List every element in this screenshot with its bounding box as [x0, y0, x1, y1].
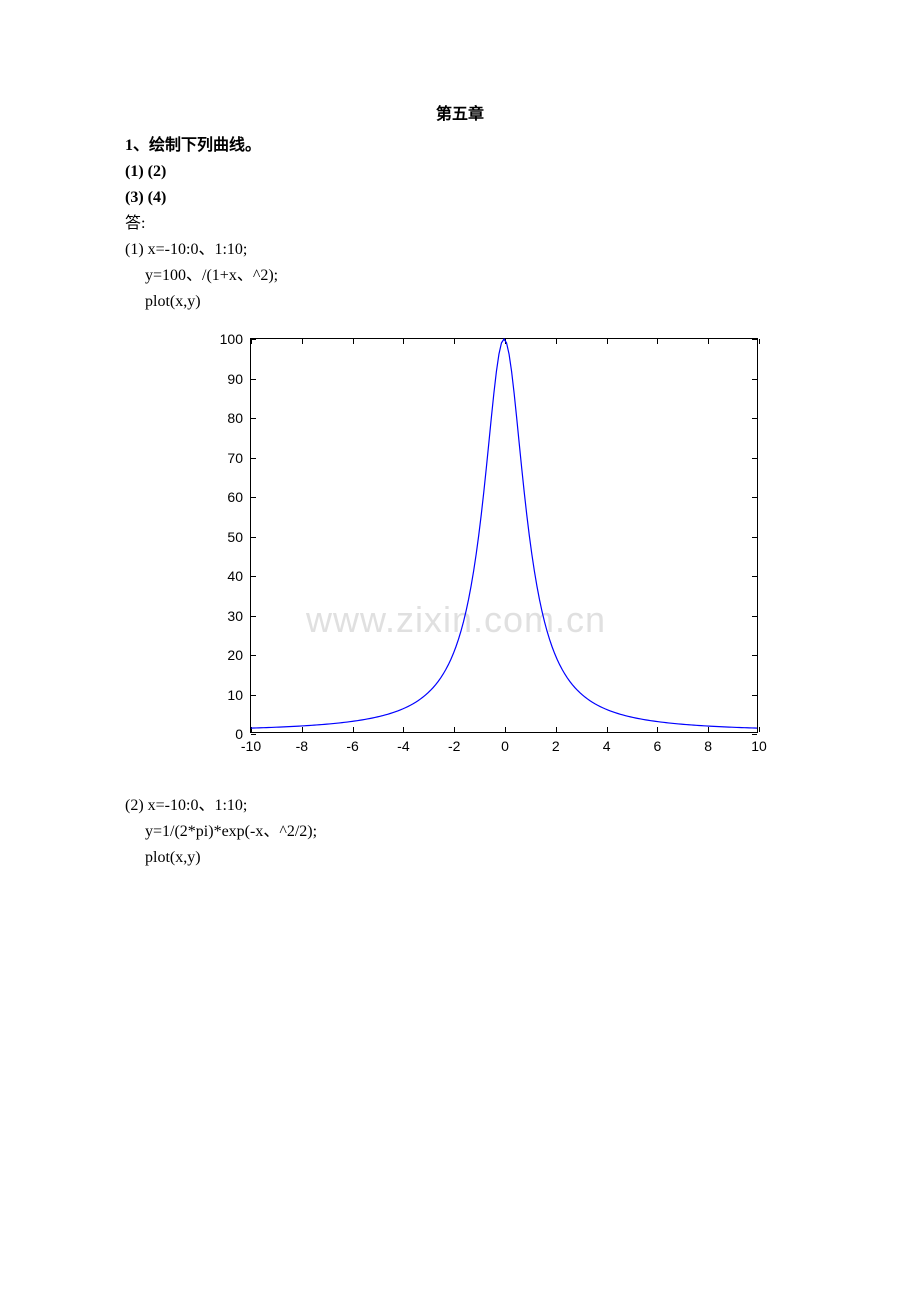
plot-area: 0102030405060708090100-10-8-6-4-20246810…	[250, 338, 758, 733]
code-1-line-1: (1) x=-10:0、1:10;	[125, 238, 795, 262]
answer-label: 答:	[125, 212, 795, 236]
xtick-label: 8	[704, 738, 712, 754]
xtick-label: 4	[603, 738, 611, 754]
ytick-label: 10	[227, 687, 243, 703]
xtick-label: 0	[501, 738, 509, 754]
ytick-label: 60	[227, 489, 243, 505]
xtick-label: -2	[448, 738, 460, 754]
code-1-line-2: y=100、/(1+x、^2);	[125, 264, 795, 288]
ytick-label: 20	[227, 647, 243, 663]
code-1-line-3: plot(x,y)	[125, 290, 795, 314]
xtick-label: 6	[653, 738, 661, 754]
question-1-title: 1、绘制下列曲线。	[125, 134, 795, 158]
ytick-label: 100	[220, 331, 243, 347]
chapter-title: 第五章	[125, 100, 795, 124]
xtick-label: 2	[552, 738, 560, 754]
xtick-label: 10	[751, 738, 767, 754]
xtick-label: -10	[241, 738, 261, 754]
code-2-line-2: y=1/(2*pi)*exp(-x、^2/2);	[125, 820, 795, 844]
ytick-label: 80	[227, 410, 243, 426]
ytick-label: 50	[227, 529, 243, 545]
curve-line	[251, 339, 757, 732]
ytick-label: 90	[227, 371, 243, 387]
xtick-label: -8	[296, 738, 308, 754]
question-1-row1: (1) (2)	[125, 160, 795, 184]
ytick-label: 40	[227, 568, 243, 584]
ytick-label: 30	[227, 608, 243, 624]
question-1-row2: (3) (4)	[125, 186, 795, 210]
xtick-label: -6	[346, 738, 358, 754]
ytick-label: 70	[227, 450, 243, 466]
chart-1: 0102030405060708090100-10-8-6-4-20246810…	[210, 334, 795, 764]
xtick-label: -4	[397, 738, 409, 754]
code-2-line-1: (2) x=-10:0、1:10;	[125, 794, 795, 818]
code-2-line-3: plot(x,y)	[125, 846, 795, 870]
